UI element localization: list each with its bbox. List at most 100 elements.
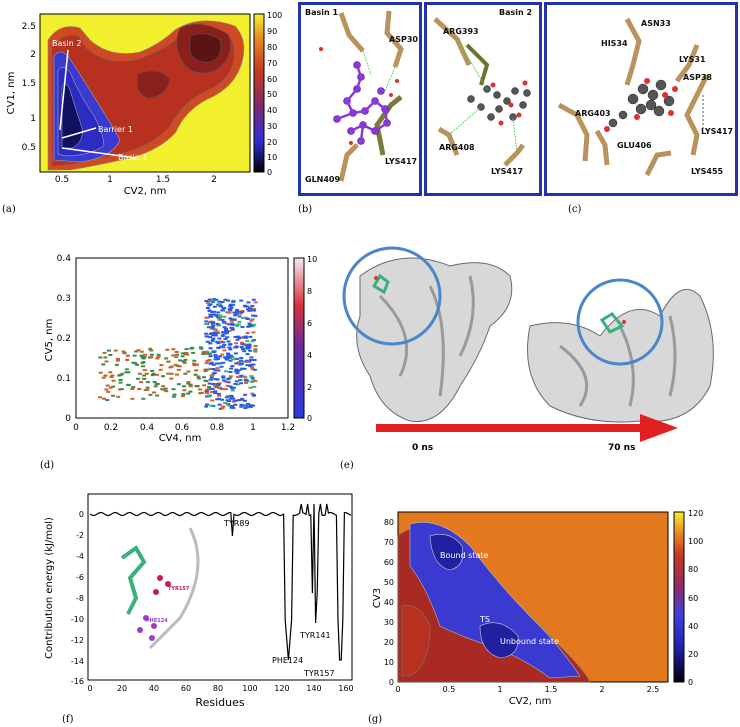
panel-label-g: (g) (368, 714, 383, 725)
scatter-point (216, 311, 221, 314)
scatter-point (101, 363, 106, 366)
scatter-point (235, 372, 240, 375)
scatter-point (180, 355, 185, 358)
scatter-point (244, 360, 249, 363)
scatter-point (245, 347, 250, 350)
a-cbar-tick: 100 (267, 11, 282, 20)
scatter-point (211, 363, 216, 366)
scatter-point (181, 385, 186, 388)
scatter-point (207, 382, 212, 385)
scatter-point (208, 355, 213, 358)
scatter-point (185, 353, 190, 356)
scatter-point (204, 405, 209, 408)
scatter-point (248, 364, 253, 367)
scatter-point (210, 374, 215, 377)
scatter-point (249, 356, 254, 359)
d-ytick: 0 (65, 414, 71, 424)
scatter-point (234, 380, 239, 383)
scatter-point (209, 315, 214, 318)
scatter-point (172, 393, 177, 396)
scatter-point (230, 328, 235, 331)
scatter-point (226, 395, 231, 398)
scatter-point (219, 387, 224, 390)
residue-label: LYS31 (679, 55, 706, 64)
scatter-point (226, 403, 231, 406)
scatter-point (250, 392, 255, 395)
scatter-point (217, 362, 222, 365)
scatter-point (207, 386, 212, 389)
scatter-point (243, 393, 248, 396)
f-ytick: -16 (71, 677, 84, 686)
scatter-point (207, 298, 212, 301)
scatter-point (211, 324, 216, 327)
scatter-point (226, 400, 231, 403)
scatter-point (222, 356, 227, 359)
annotation-tyr89: TYR89 (223, 519, 250, 528)
scatter-point (227, 311, 232, 314)
scatter-point (222, 307, 227, 310)
panel-e-protein-snapshots: 0 ns 70 ns (342, 246, 714, 453)
scatter-point (188, 385, 193, 388)
scatter-point (236, 335, 241, 338)
d-xtick: 0.8 (210, 423, 225, 433)
scatter-point (205, 340, 210, 343)
scatter-point (239, 299, 244, 302)
scatter-point (225, 311, 230, 314)
scatter-point (250, 376, 255, 379)
scatter-point (214, 356, 219, 359)
scatter-point (199, 347, 204, 350)
scatter-point (248, 405, 253, 408)
panel-d-scatter-plot: 0 0.1 0.2 0.3 0.4 0 0.2 0.4 0.6 0.8 1 1.… (44, 254, 317, 444)
scatter-point (196, 377, 201, 380)
residue-label: GLU406 (617, 141, 652, 150)
g-ytick: 70 (384, 538, 394, 547)
scatter-point (226, 378, 231, 381)
scatter-point (253, 314, 258, 317)
scatter-point (240, 311, 245, 314)
f-ytick: -8 (76, 594, 84, 603)
scatter-point (215, 322, 220, 325)
scatter-point (122, 352, 127, 355)
scatter-point (151, 372, 156, 375)
scatter-point (143, 353, 148, 356)
scatter-point (230, 404, 235, 407)
scatter-point (150, 369, 155, 372)
scatter-point (217, 318, 222, 321)
scatter-point (239, 362, 244, 365)
time-arrow-head (640, 414, 678, 442)
scatter-point (234, 308, 239, 311)
residue-label: ASP38 (683, 73, 712, 82)
scatter-point (221, 361, 226, 364)
f-ylabel: Contribution energy (kJ/mol) (44, 517, 55, 659)
scatter-point (209, 327, 214, 330)
scatter-point (244, 380, 249, 383)
d-xtick: 0.4 (140, 423, 155, 433)
scatter-point (206, 394, 211, 397)
scatter-point (234, 368, 239, 371)
scatter-point (210, 339, 215, 342)
scatter-point (245, 405, 250, 408)
annotation-basin1: Basin 1 (118, 153, 147, 162)
scatter-point (164, 390, 169, 393)
scatter-point (224, 330, 229, 333)
scatter-point (227, 323, 232, 326)
g-cbar-tick: 80 (688, 565, 698, 574)
scatter-point (188, 390, 193, 393)
scatter-point (219, 345, 224, 348)
scatter-point (248, 325, 253, 328)
scatter-point (247, 360, 252, 363)
scatter-point (160, 375, 165, 378)
scatter-point (103, 374, 108, 377)
basin1-title: Basin 1 (305, 8, 339, 17)
scatter-point (217, 386, 222, 389)
panel-c-structure (557, 17, 710, 177)
scatter-point (212, 372, 217, 375)
scatter-point (181, 393, 186, 396)
scatter-point (144, 372, 149, 375)
scatter-point (228, 370, 233, 373)
scatter-point (211, 383, 216, 386)
g-colorbar (673, 511, 685, 683)
scatter-point (247, 344, 252, 347)
scatter-point (213, 334, 218, 337)
scatter-point (149, 356, 154, 359)
